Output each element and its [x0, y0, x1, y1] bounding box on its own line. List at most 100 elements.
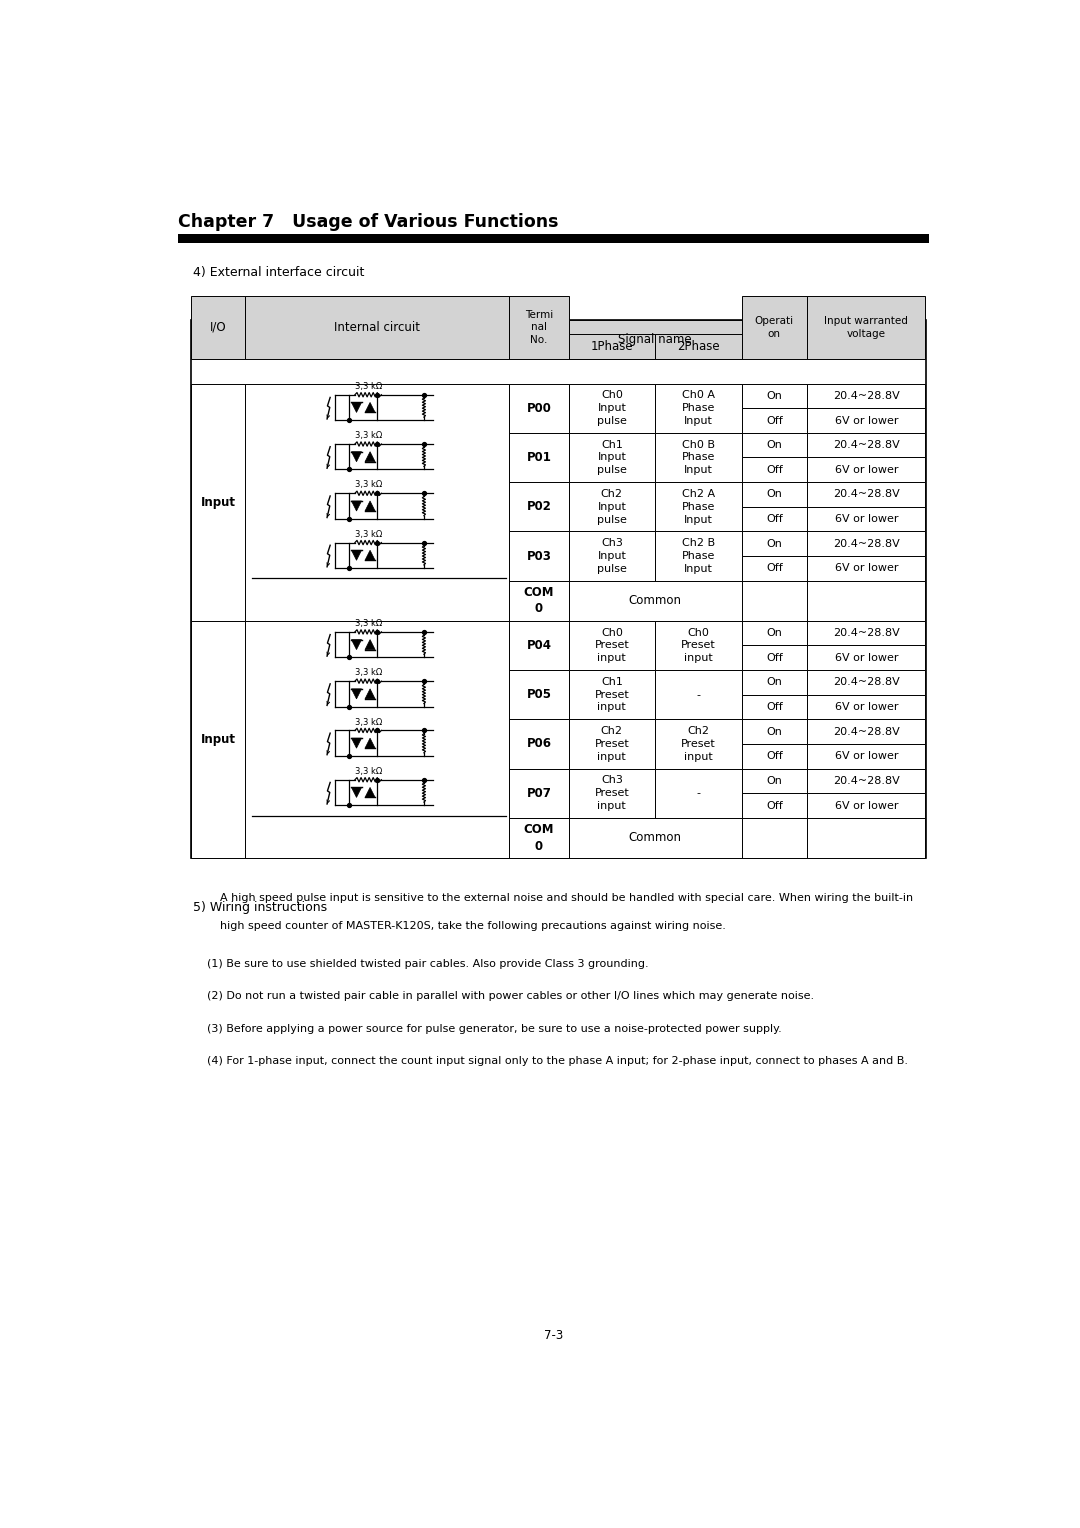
- Bar: [742, 507, 807, 532]
- Bar: [807, 432, 926, 457]
- Bar: [807, 556, 926, 581]
- Bar: [568, 335, 656, 359]
- Bar: [807, 645, 926, 669]
- Bar: [245, 384, 510, 620]
- Bar: [742, 620, 807, 645]
- Bar: [807, 457, 926, 483]
- Bar: [510, 581, 568, 620]
- Bar: [742, 532, 807, 556]
- Text: Ch0
Input
pulse: Ch0 Input pulse: [597, 390, 626, 426]
- Bar: [807, 384, 926, 408]
- Text: 5) Wiring instructions: 5) Wiring instructions: [193, 902, 327, 914]
- Text: -: -: [697, 788, 700, 798]
- Bar: [510, 620, 568, 669]
- Bar: [656, 532, 742, 581]
- Polygon shape: [365, 787, 375, 798]
- Text: P06: P06: [527, 738, 552, 750]
- Bar: [656, 720, 742, 769]
- Bar: [807, 744, 926, 769]
- Polygon shape: [351, 689, 362, 698]
- Text: Common: Common: [629, 594, 681, 607]
- Bar: [742, 695, 807, 720]
- Text: 20.4~28.8V: 20.4~28.8V: [833, 628, 900, 639]
- Polygon shape: [351, 550, 362, 561]
- Bar: [191, 620, 245, 857]
- Text: high speed counter of MASTER-K120S, take the following precautions against wirin: high speed counter of MASTER-K120S, take…: [220, 921, 726, 931]
- Bar: [656, 483, 742, 532]
- Bar: [742, 669, 807, 695]
- Text: (2) Do not run a twisted pair cable in parallel with power cables or other I/O l: (2) Do not run a twisted pair cable in p…: [207, 992, 814, 1001]
- Text: Ch2
Preset
input: Ch2 Preset input: [594, 726, 630, 762]
- Bar: [191, 321, 926, 857]
- Text: Ch2
Input
pulse: Ch2 Input pulse: [597, 489, 626, 524]
- Text: Internal circuit: Internal circuit: [335, 321, 420, 333]
- Text: Ch2 B
Phase
Input: Ch2 B Phase Input: [681, 538, 715, 575]
- Bar: [568, 817, 742, 857]
- Polygon shape: [365, 640, 375, 649]
- Text: (4) For 1-phase input, connect the count input signal only to the phase A input;: (4) For 1-phase input, connect the count…: [207, 1056, 908, 1067]
- Text: Input warranted
voltage: Input warranted voltage: [824, 316, 908, 339]
- Text: 6V or lower: 6V or lower: [835, 652, 899, 663]
- Text: On: On: [767, 677, 782, 688]
- Text: 1Phase: 1Phase: [591, 341, 633, 353]
- Text: Termi
nal
No.: Termi nal No.: [525, 310, 553, 345]
- Text: I/O: I/O: [210, 321, 227, 333]
- Text: 3,3 kΩ: 3,3 kΩ: [354, 767, 381, 776]
- Text: On: On: [767, 727, 782, 736]
- Bar: [742, 483, 807, 507]
- Text: 4) External interface circuit: 4) External interface circuit: [193, 266, 365, 280]
- Bar: [568, 769, 656, 817]
- Bar: [568, 620, 656, 669]
- Text: 3,3 kΩ: 3,3 kΩ: [354, 480, 381, 489]
- Text: On: On: [767, 539, 782, 549]
- Bar: [510, 296, 568, 359]
- Text: Off: Off: [766, 513, 783, 524]
- Polygon shape: [365, 402, 375, 413]
- Text: 3,3 kΩ: 3,3 kΩ: [354, 718, 381, 727]
- Bar: [742, 408, 807, 432]
- Text: 6V or lower: 6V or lower: [835, 801, 899, 810]
- Bar: [510, 432, 568, 483]
- Text: 3,3 kΩ: 3,3 kΩ: [354, 431, 381, 440]
- Text: P07: P07: [527, 787, 552, 799]
- Text: Off: Off: [766, 564, 783, 573]
- Polygon shape: [351, 501, 362, 510]
- Text: On: On: [767, 489, 782, 500]
- Bar: [191, 296, 245, 359]
- Text: P04: P04: [527, 639, 552, 652]
- Bar: [742, 432, 807, 457]
- Bar: [807, 817, 926, 857]
- Bar: [656, 384, 742, 432]
- Text: On: On: [767, 440, 782, 451]
- Text: Off: Off: [766, 416, 783, 425]
- Text: 3,3 kΩ: 3,3 kΩ: [354, 382, 381, 391]
- Bar: [807, 408, 926, 432]
- Polygon shape: [365, 452, 375, 461]
- Bar: [742, 769, 807, 793]
- Bar: [656, 620, 742, 669]
- Text: Chapter 7   Usage of Various Functions: Chapter 7 Usage of Various Functions: [177, 212, 558, 231]
- Text: 6V or lower: 6V or lower: [835, 465, 899, 475]
- Bar: [568, 321, 742, 359]
- Bar: [807, 695, 926, 720]
- Bar: [177, 234, 930, 243]
- Text: 2Phase: 2Phase: [677, 341, 719, 353]
- Bar: [742, 457, 807, 483]
- Text: Off: Off: [766, 801, 783, 810]
- Bar: [742, 581, 807, 620]
- Bar: [807, 769, 926, 793]
- Text: (3) Before applying a power source for pulse generator, be sure to use a noise-p: (3) Before applying a power source for p…: [207, 1024, 782, 1034]
- Bar: [742, 556, 807, 581]
- Text: Ch0 B
Phase
Input: Ch0 B Phase Input: [681, 440, 715, 475]
- Text: Operati
on: Operati on: [755, 316, 794, 339]
- Text: Off: Off: [766, 465, 783, 475]
- Bar: [742, 645, 807, 669]
- Text: 20.4~28.8V: 20.4~28.8V: [833, 727, 900, 736]
- Text: Off: Off: [766, 752, 783, 761]
- Text: 7-3: 7-3: [544, 1329, 563, 1342]
- Bar: [656, 335, 742, 359]
- Text: Ch1
Preset
input: Ch1 Preset input: [594, 677, 630, 712]
- Bar: [568, 384, 656, 432]
- Text: Ch0 A
Phase
Input: Ch0 A Phase Input: [681, 390, 715, 426]
- Bar: [807, 793, 926, 817]
